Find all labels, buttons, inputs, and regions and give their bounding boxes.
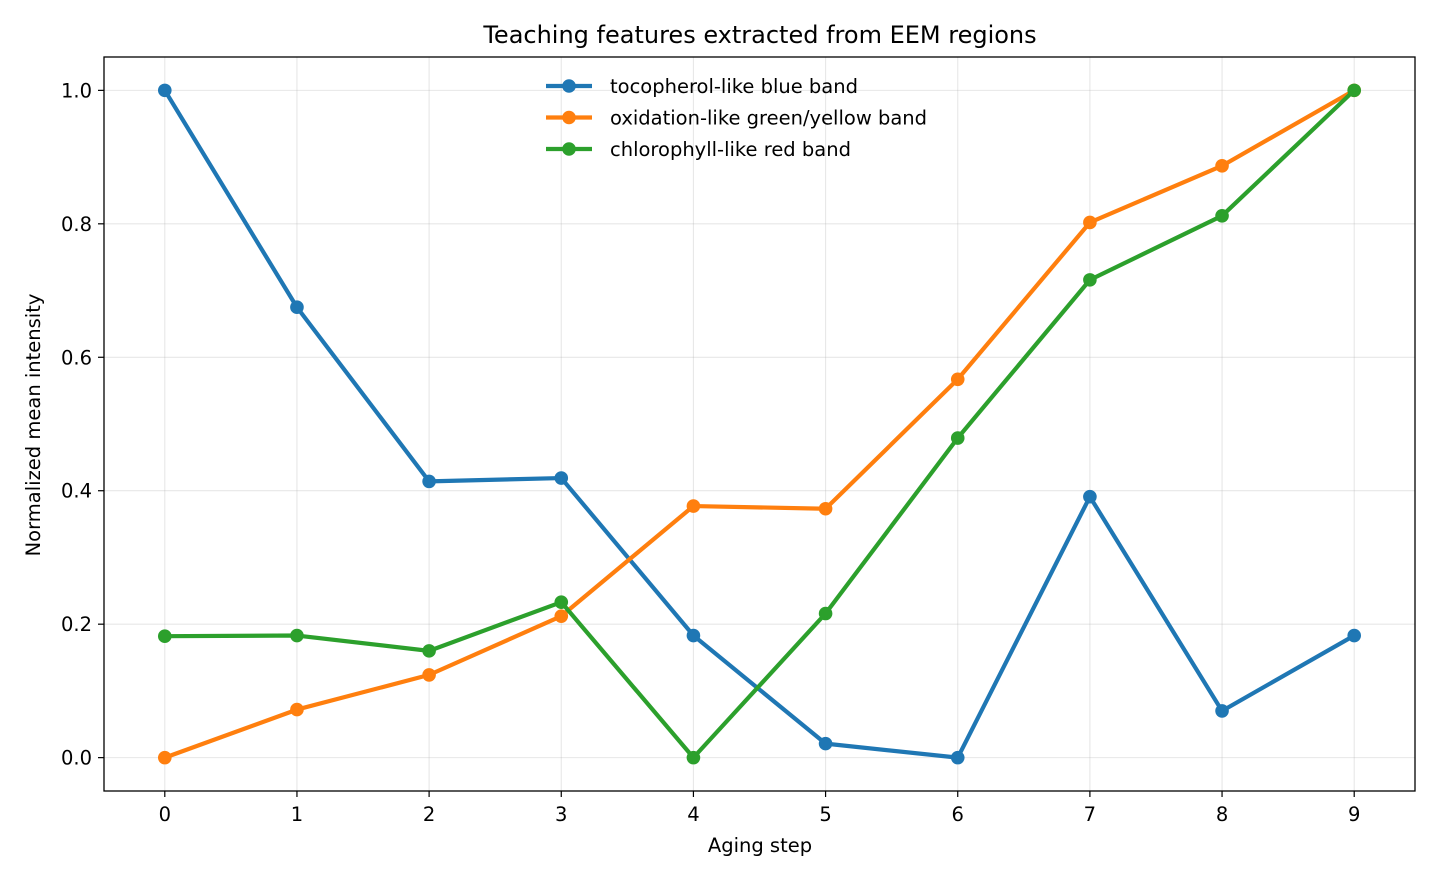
data-point [554,471,569,485]
data-point [422,668,436,682]
data-point [1215,209,1229,223]
data-point [950,750,965,765]
data-point [686,750,701,765]
x-tick-label: 3 [555,803,567,826]
series-2 [157,83,1362,765]
series-0 [157,83,1362,765]
x-tick-label: 1 [291,803,303,826]
legend-entry: oxidation-like green/yellow band [546,107,927,130]
y-tick-label: 0.8 [61,213,92,236]
y-tick-label: 0.6 [61,346,92,369]
data-point [1215,704,1229,718]
y-tick-label: 0.4 [61,480,92,503]
y-tick-label: 1.0 [61,79,92,102]
x-tick-label: 5 [819,803,831,826]
data-point [1347,628,1362,643]
data-point [157,750,172,765]
legend-label: oxidation-like green/yellow band [610,107,927,130]
data-point [422,474,436,489]
x-tick-label: 9 [1348,803,1360,826]
data-point [1083,215,1097,230]
data-point [554,595,569,609]
data-point [1215,158,1229,173]
data-point [818,501,833,516]
data-point [686,628,701,643]
y-tick-label: 0.2 [61,613,92,636]
x-tick-label: 0 [159,803,171,826]
legend-swatch-marker [562,79,576,93]
x-tick-label: 4 [687,803,699,826]
series-line [161,87,1358,760]
series-line [162,87,1358,761]
plot-frame [103,56,1416,792]
data-point [950,431,965,445]
legend-swatch-marker [562,110,576,125]
data-point [686,499,701,513]
data-point [554,609,569,623]
data-series [157,83,1362,765]
data-point [157,83,172,98]
legend-label: tocopherol-like blue band [610,75,858,98]
x-tick-label: 8 [1216,803,1228,826]
data-point [1347,83,1362,98]
y-tick-label: 0.0 [61,747,92,770]
data-point [157,629,172,643]
legend-swatch-marker [562,142,576,156]
data-point [818,606,833,621]
y-axis-label: Normalized mean intensity [22,294,45,557]
x-axis: 0 1 2 3 4 5 6 7 8 9 [159,791,1360,826]
data-point [1083,273,1097,287]
x-tick-label: 7 [1084,803,1096,826]
data-point [422,644,436,658]
chart-title: Teaching features extracted from EEM reg… [482,21,1036,49]
legend-label: chlorophyll-like red band [610,138,851,161]
x-tick-label: 2 [423,803,435,826]
data-point [290,300,304,315]
data-point [290,628,304,643]
data-point [290,702,304,717]
data-point [950,372,965,387]
legend-entry: chlorophyll-like red band [546,138,851,161]
x-tick-label: 6 [952,803,964,826]
series-line [162,87,1358,760]
legend-entry: tocopherol-like blue band [546,75,858,98]
data-point [818,736,833,751]
x-axis-label: Aging step [708,834,812,857]
grid-lines [104,57,1415,791]
legend: tocopherol-like blue band oxidation-like … [546,75,927,161]
data-point [1083,489,1097,504]
y-axis: 0.0 0.2 0.4 0.6 0.8 1.0 [61,79,104,770]
